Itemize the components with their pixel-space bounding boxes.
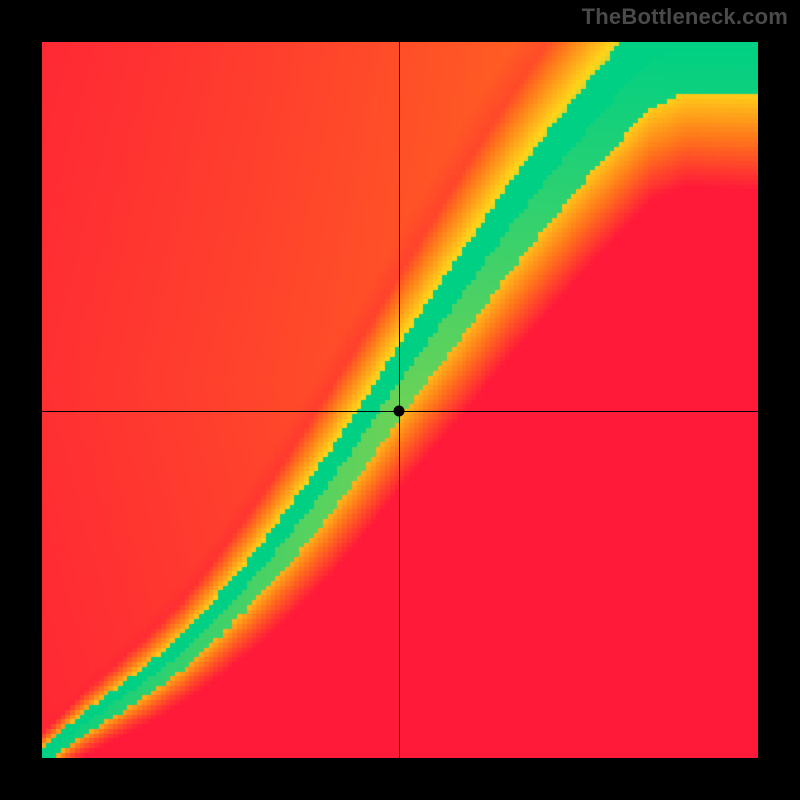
crosshair-vertical	[399, 42, 400, 758]
watermark-text: TheBottleneck.com	[582, 4, 788, 30]
heatmap-canvas	[42, 42, 758, 758]
chart-container: TheBottleneck.com	[0, 0, 800, 800]
crosshair-dot	[393, 405, 404, 416]
heatmap-plot	[42, 42, 758, 758]
